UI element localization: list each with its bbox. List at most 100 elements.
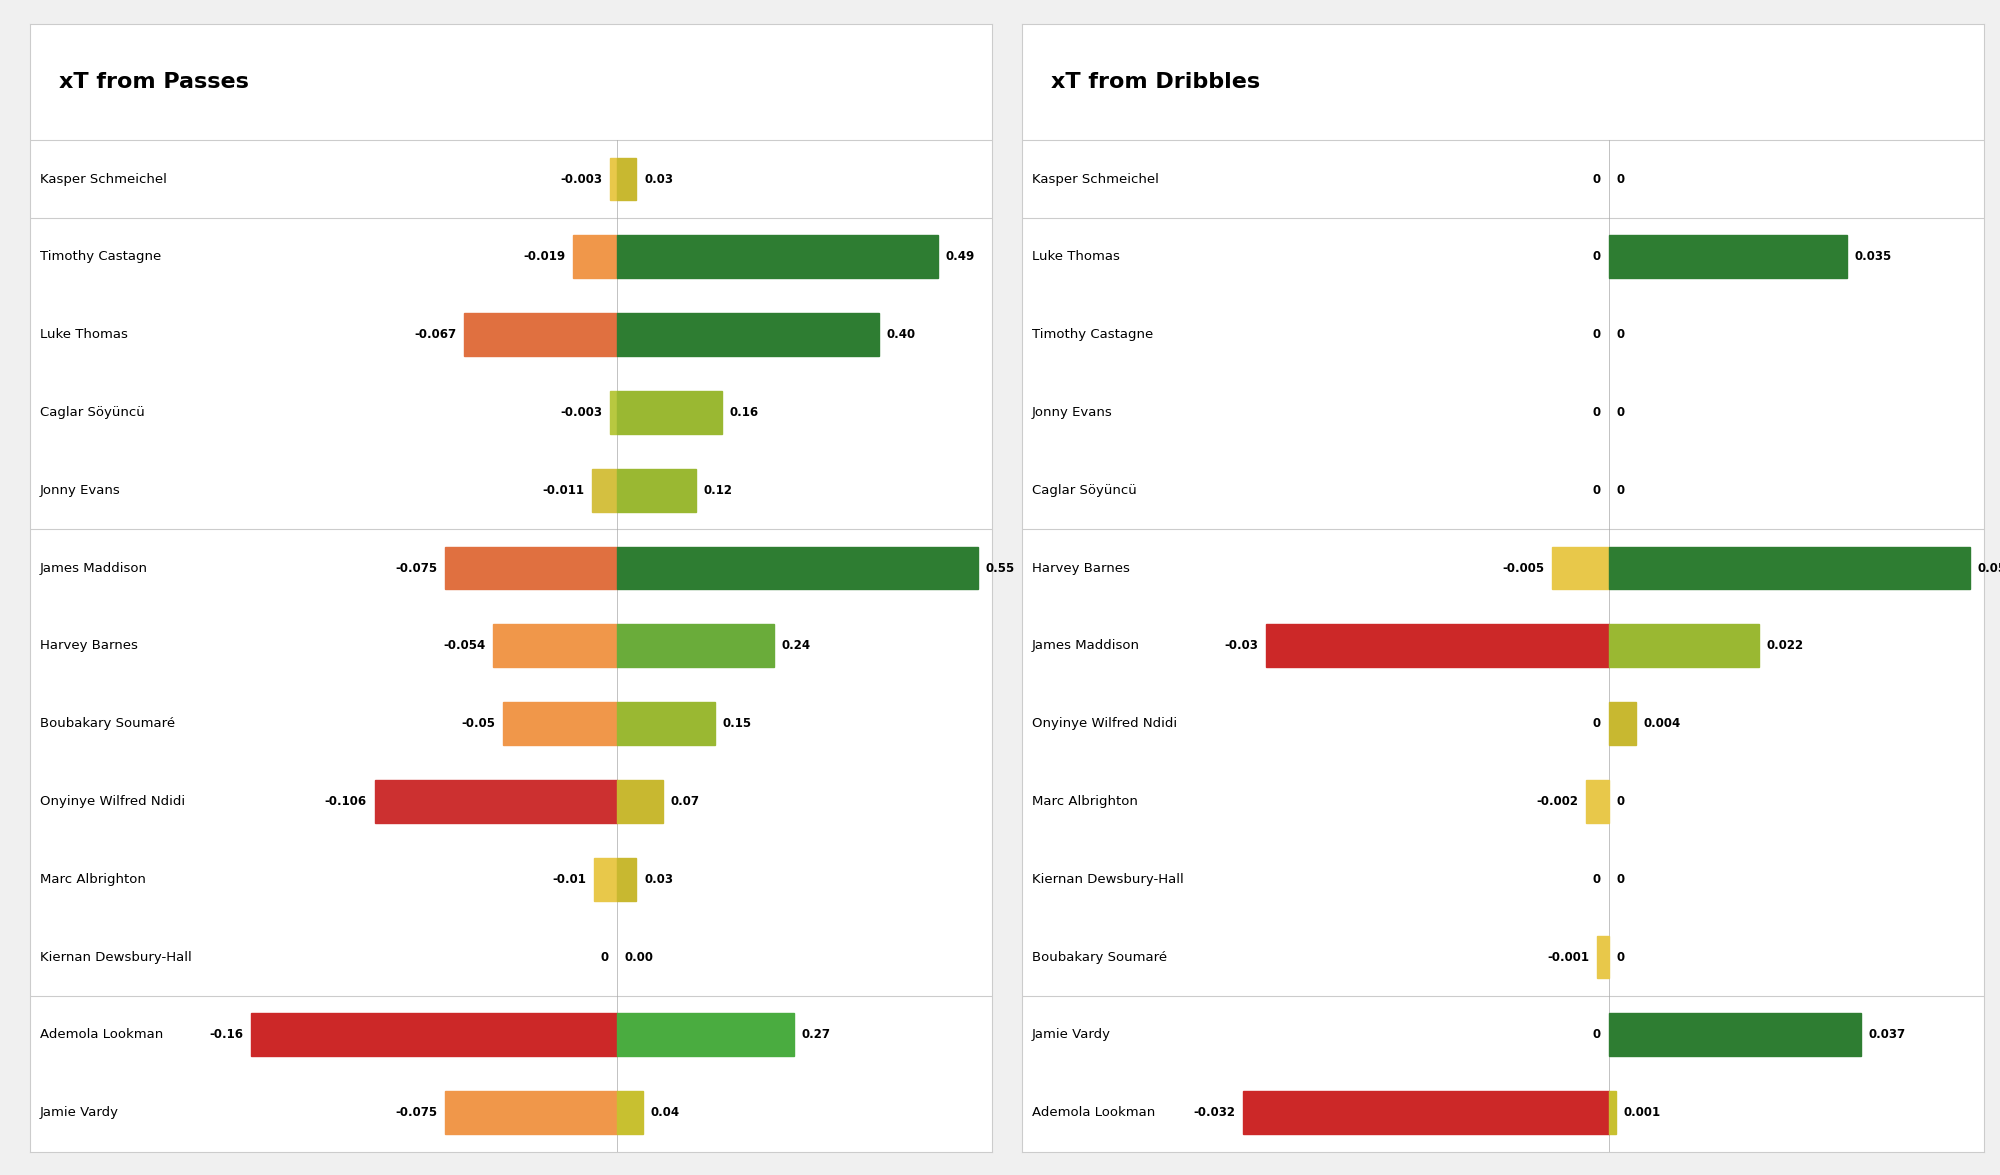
- Bar: [616, 858, 636, 900]
- Text: -0.106: -0.106: [324, 795, 366, 808]
- Bar: [616, 1092, 644, 1134]
- Text: Onyinye Wilfred Ndidi: Onyinye Wilfred Ndidi: [40, 795, 184, 808]
- Text: -0.032: -0.032: [1194, 1106, 1236, 1119]
- Text: Luke Thomas: Luke Thomas: [1032, 250, 1120, 263]
- Bar: [464, 314, 616, 356]
- Text: 0: 0: [1592, 250, 1602, 263]
- Text: 0.022: 0.022: [1766, 639, 1804, 652]
- Text: 0: 0: [1616, 407, 1624, 419]
- Bar: [252, 1013, 616, 1056]
- Text: 0: 0: [1592, 328, 1602, 341]
- Bar: [616, 469, 696, 511]
- Text: -0.002: -0.002: [1536, 795, 1578, 808]
- Text: Harvey Barnes: Harvey Barnes: [1032, 562, 1130, 575]
- Bar: [574, 235, 616, 278]
- Text: -0.01: -0.01: [552, 873, 586, 886]
- Text: 0.004: 0.004: [1644, 717, 1680, 730]
- Text: 0.00: 0.00: [624, 951, 654, 963]
- Text: -0.005: -0.005: [1502, 562, 1544, 575]
- Bar: [1608, 624, 1758, 667]
- Bar: [616, 391, 722, 434]
- Text: Kasper Schmeichel: Kasper Schmeichel: [1032, 173, 1158, 186]
- Text: 0.053: 0.053: [1978, 562, 2000, 575]
- Bar: [616, 157, 636, 201]
- Text: -0.05: -0.05: [460, 717, 494, 730]
- Text: Jonny Evans: Jonny Evans: [40, 484, 120, 497]
- Text: James Maddison: James Maddison: [40, 562, 148, 575]
- Bar: [1586, 780, 1608, 822]
- Bar: [610, 391, 616, 434]
- Text: -0.019: -0.019: [524, 250, 566, 263]
- Bar: [1608, 235, 1848, 278]
- Text: 0: 0: [600, 951, 610, 963]
- Text: Timothy Castagne: Timothy Castagne: [1032, 328, 1152, 341]
- Text: 0.03: 0.03: [644, 173, 674, 186]
- Text: 0: 0: [1592, 1028, 1602, 1041]
- Text: -0.054: -0.054: [444, 639, 486, 652]
- Bar: [1608, 1013, 1860, 1056]
- Text: 0.15: 0.15: [722, 717, 752, 730]
- Text: 0.001: 0.001: [1624, 1106, 1660, 1119]
- Bar: [374, 780, 616, 822]
- Text: 0.04: 0.04: [650, 1106, 680, 1119]
- Text: Ademola Lookman: Ademola Lookman: [1032, 1106, 1154, 1119]
- Bar: [502, 703, 616, 745]
- Text: 0.27: 0.27: [802, 1028, 830, 1041]
- Text: Kiernan Dewsbury-Hall: Kiernan Dewsbury-Hall: [1032, 873, 1184, 886]
- Text: -0.011: -0.011: [542, 484, 584, 497]
- Text: 0: 0: [1592, 873, 1602, 886]
- Text: xT from Passes: xT from Passes: [58, 72, 248, 92]
- Text: 0.16: 0.16: [730, 407, 758, 419]
- Text: Timothy Castagne: Timothy Castagne: [40, 250, 160, 263]
- Text: 0: 0: [1592, 484, 1602, 497]
- Text: Caglar Söyüncü: Caglar Söyüncü: [1032, 484, 1136, 497]
- Text: Marc Albrighton: Marc Albrighton: [40, 873, 146, 886]
- Text: Jonny Evans: Jonny Evans: [1032, 407, 1112, 419]
- Bar: [1608, 546, 1970, 590]
- Bar: [616, 314, 880, 356]
- Bar: [1244, 1092, 1608, 1134]
- Text: 0.035: 0.035: [1854, 250, 1892, 263]
- Text: 0: 0: [1616, 328, 1624, 341]
- Text: James Maddison: James Maddison: [1032, 639, 1140, 652]
- Bar: [616, 624, 774, 667]
- Text: 0.07: 0.07: [670, 795, 700, 808]
- Text: 0.03: 0.03: [644, 873, 674, 886]
- Text: Onyinye Wilfred Ndidi: Onyinye Wilfred Ndidi: [1032, 717, 1176, 730]
- Text: 0.12: 0.12: [704, 484, 732, 497]
- Bar: [494, 624, 616, 667]
- Bar: [446, 1092, 616, 1134]
- Bar: [616, 780, 662, 822]
- Text: 0.49: 0.49: [946, 250, 976, 263]
- Bar: [446, 546, 616, 590]
- Text: Jamie Vardy: Jamie Vardy: [40, 1106, 118, 1119]
- Bar: [1552, 546, 1608, 590]
- Bar: [616, 235, 938, 278]
- Text: 0: 0: [1616, 173, 1624, 186]
- Text: Jamie Vardy: Jamie Vardy: [1032, 1028, 1110, 1041]
- Bar: [1608, 703, 1636, 745]
- Text: Kiernan Dewsbury-Hall: Kiernan Dewsbury-Hall: [40, 951, 192, 963]
- Text: -0.003: -0.003: [560, 407, 602, 419]
- Bar: [616, 546, 978, 590]
- Text: -0.075: -0.075: [396, 1106, 438, 1119]
- Text: 0: 0: [1616, 873, 1624, 886]
- Text: xT from Dribbles: xT from Dribbles: [1050, 72, 1260, 92]
- Text: 0: 0: [1616, 484, 1624, 497]
- Bar: [594, 858, 616, 900]
- Bar: [610, 157, 616, 201]
- Bar: [1608, 1092, 1616, 1134]
- Text: Ademola Lookman: Ademola Lookman: [40, 1028, 162, 1041]
- Text: Harvey Barnes: Harvey Barnes: [40, 639, 138, 652]
- Text: Boubakary Soumaré: Boubakary Soumaré: [40, 717, 174, 730]
- Text: -0.075: -0.075: [396, 562, 438, 575]
- Text: 0.24: 0.24: [782, 639, 812, 652]
- Text: Marc Albrighton: Marc Albrighton: [1032, 795, 1138, 808]
- Bar: [592, 469, 616, 511]
- Text: 0: 0: [1592, 407, 1602, 419]
- Text: 0: 0: [1592, 173, 1602, 186]
- Text: -0.003: -0.003: [560, 173, 602, 186]
- Text: Caglar Söyüncü: Caglar Söyüncü: [40, 407, 144, 419]
- Text: -0.03: -0.03: [1224, 639, 1258, 652]
- Bar: [1598, 935, 1608, 979]
